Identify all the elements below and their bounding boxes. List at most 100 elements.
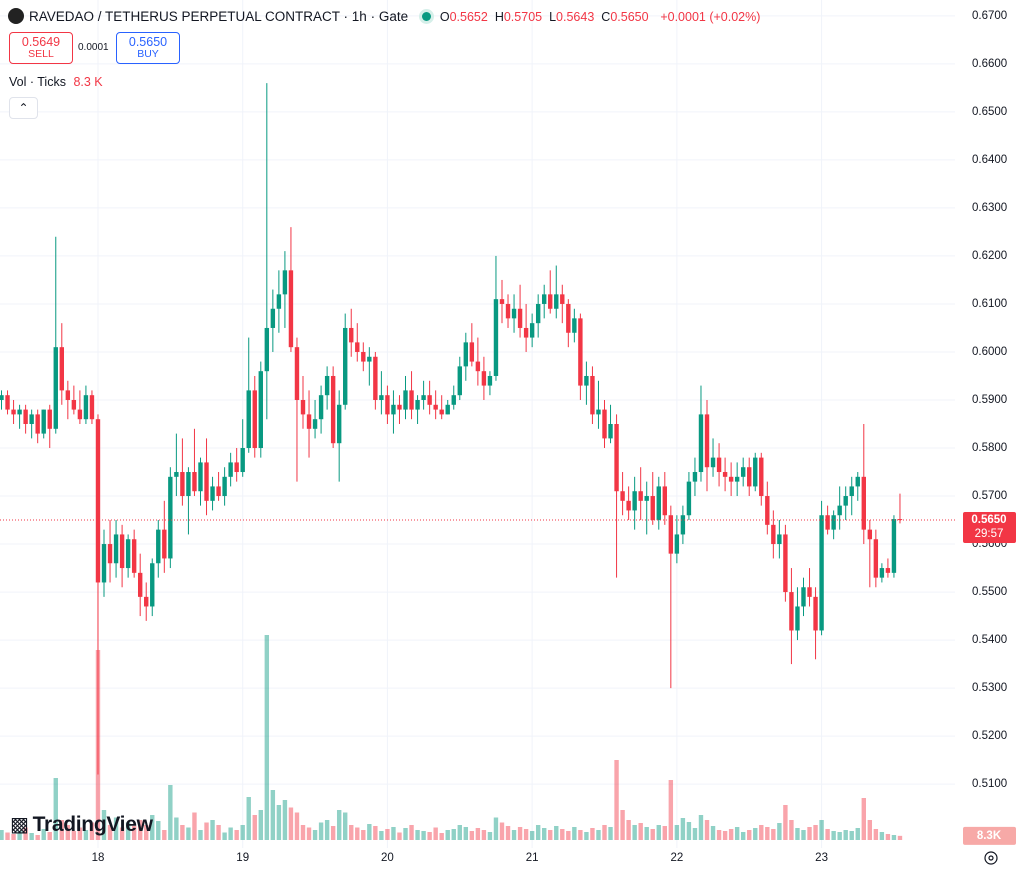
- y-tick-label: 0.6500: [972, 106, 1007, 118]
- candle-body: [397, 404, 402, 410]
- sell-label: SELL: [28, 48, 54, 60]
- countdown: 29:57: [975, 528, 1004, 540]
- volume-bar: [113, 817, 119, 840]
- candle-body: [415, 399, 420, 410]
- symbol-icon: [8, 8, 24, 24]
- candle-body: [180, 472, 185, 497]
- candle-body: [747, 467, 752, 487]
- candle-body: [0, 395, 4, 400]
- candle-body: [324, 375, 330, 396]
- candle-body: [137, 572, 143, 597]
- candle-body: [330, 375, 336, 444]
- volume-bar: [29, 833, 34, 840]
- candle-body: [493, 299, 499, 376]
- buy-button[interactable]: 0.5650 BUY: [116, 32, 180, 64]
- volume-axis-label: 8.3K: [977, 830, 1002, 842]
- candle-body: [192, 472, 197, 492]
- volume-bar: [831, 831, 836, 840]
- y-tick-label: 0.6700: [972, 10, 1007, 22]
- candle-body: [722, 472, 728, 477]
- y-tick-label: 0.6200: [972, 250, 1007, 262]
- volume-bar: [23, 827, 28, 840]
- candle-body: [385, 395, 390, 415]
- volume-bar: [282, 800, 288, 840]
- candle-body: [614, 424, 619, 492]
- legend-key: O: [439, 10, 450, 24]
- candles: [0, 83, 903, 775]
- volume-bar: [674, 825, 680, 840]
- volume-bar: [680, 818, 686, 840]
- settings-icon-center: [988, 855, 994, 861]
- volume-bar: [59, 820, 64, 840]
- volume-bar: [765, 827, 770, 840]
- volume-bar: [379, 831, 384, 840]
- legend-key: H: [494, 10, 504, 24]
- candle-body: [891, 519, 897, 573]
- candle-body: [590, 375, 595, 415]
- volume-bar: [463, 827, 469, 840]
- candle-body: [222, 476, 227, 497]
- sell-button[interactable]: 0.5649 SELL: [9, 32, 73, 64]
- candle-body: [47, 409, 52, 429]
- volume-bar: [5, 832, 10, 840]
- legend-key: L: [549, 10, 557, 24]
- candle-body: [554, 294, 559, 309]
- candle-body: [17, 409, 22, 415]
- volume-bar: [65, 825, 71, 840]
- y-tick-label: 0.5900: [972, 394, 1007, 406]
- volume-bar: [318, 822, 324, 840]
- volume-bar: [535, 825, 541, 840]
- volume-bar: [566, 831, 571, 840]
- candle-body: [210, 486, 215, 501]
- candle-body: [83, 395, 89, 420]
- candle-body: [11, 409, 16, 415]
- candle-body: [843, 496, 848, 506]
- settings-icon[interactable]: [984, 851, 998, 865]
- volume-bar: [481, 830, 487, 840]
- volume-bar: [849, 831, 854, 840]
- candle-body: [451, 395, 456, 405]
- legend-value: 0.5705: [503, 10, 543, 24]
- y-tick-label: 0.5800: [972, 442, 1007, 454]
- volume-bar: [638, 823, 643, 840]
- header: RAVEDAO / TETHERUS PERPETUAL CONTRACT · …: [8, 8, 760, 24]
- volume-bar: [783, 805, 788, 840]
- candle-body: [457, 366, 462, 396]
- candle-body: [35, 414, 40, 434]
- volume-bar: [650, 829, 655, 840]
- volume-bar: [626, 820, 631, 840]
- volume-bar: [367, 824, 372, 840]
- volume-bar: [89, 822, 95, 840]
- collapse-button[interactable]: ⌃: [9, 97, 38, 119]
- volume-bar: [554, 826, 559, 840]
- volume-bar: [270, 790, 276, 840]
- candle-body: [873, 539, 879, 578]
- candle-body: [306, 414, 312, 429]
- candle-body: [560, 294, 565, 304]
- candle-body: [475, 361, 481, 372]
- last-price-label: 0.5650: [971, 514, 1006, 526]
- volume-bar: [529, 831, 535, 840]
- volume-bar: [602, 825, 607, 840]
- candle-body: [698, 414, 704, 473]
- y-tick-label: 0.5200: [972, 730, 1007, 742]
- last-price-box: [963, 512, 1016, 544]
- candle-body: [113, 534, 119, 564]
- volume-bar: [228, 827, 233, 840]
- volume-bar: [879, 832, 885, 840]
- volume-bar: [107, 825, 113, 840]
- y-tick-label: 0.5300: [972, 682, 1007, 694]
- candle-body: [753, 457, 758, 487]
- volume-bar: [475, 828, 481, 840]
- candle-body: [542, 294, 547, 304]
- volume-last: 8.3 K: [73, 75, 103, 89]
- candle-body: [861, 476, 866, 530]
- candle-body: [300, 399, 306, 415]
- volume-bar: [728, 829, 734, 840]
- volume-bar: [523, 829, 529, 840]
- candle-body: [156, 529, 161, 564]
- volume-bar: [137, 820, 143, 840]
- candle-body: [150, 563, 155, 607]
- volume-bar: [704, 820, 710, 840]
